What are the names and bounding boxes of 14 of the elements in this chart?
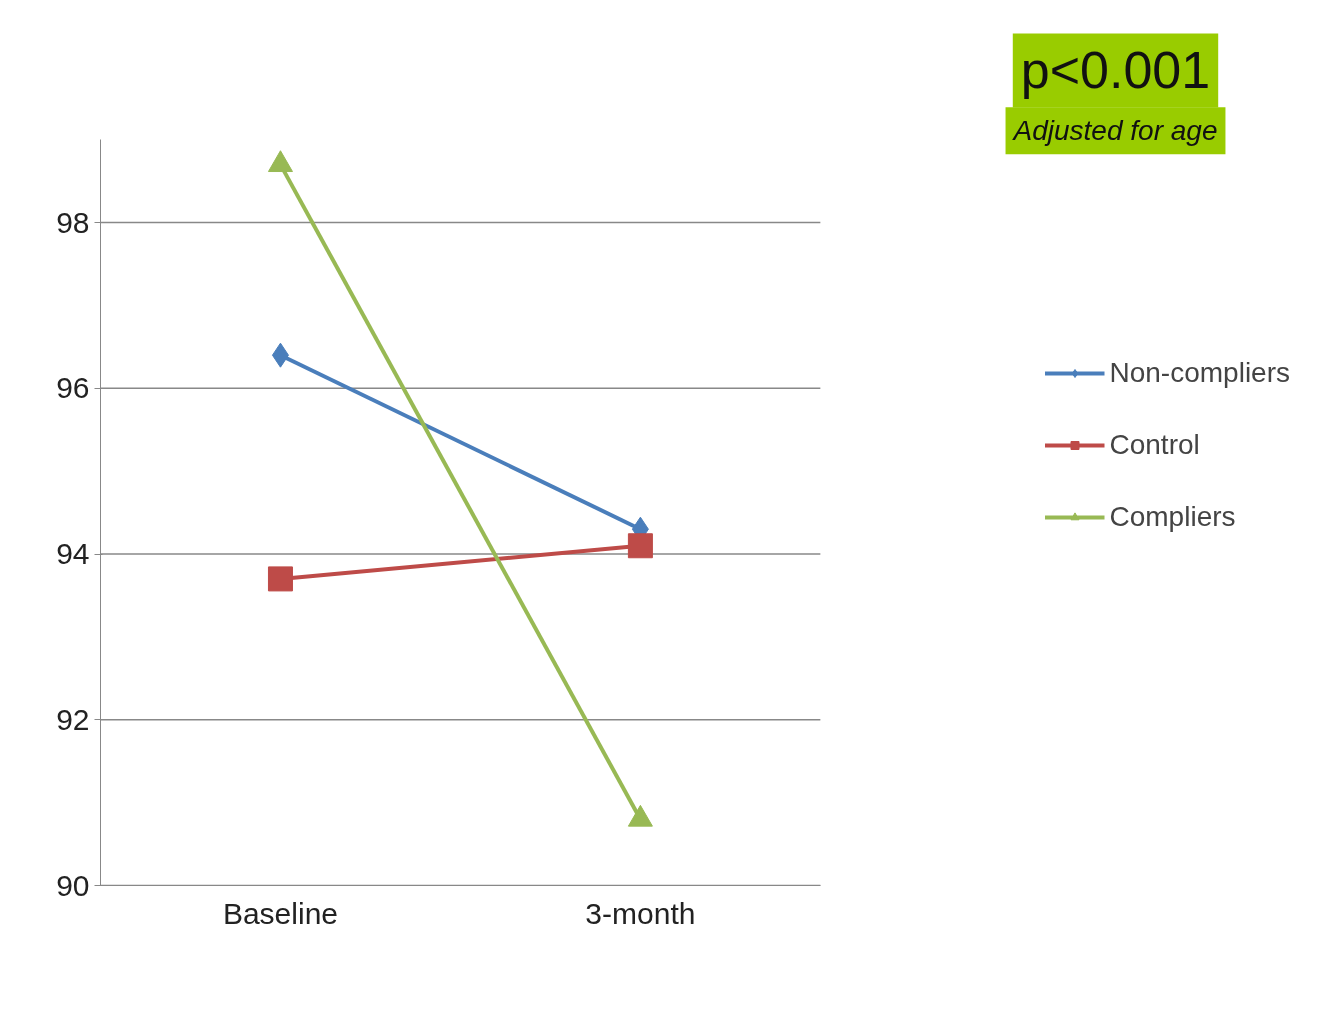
legend-label: Non-compliers [1109,357,1290,389]
legend-label: Compliers [1109,501,1236,533]
legend-label: Control [1109,429,1200,461]
text: Adjusted for age [1011,115,1218,147]
text: p<0.001 [1020,41,1211,100]
point [627,533,653,559]
x-tick-label: Baseline [222,896,338,930]
y-tick-label: 98 [56,205,90,239]
y-tick-label: 92 [56,702,90,736]
x-tick-label: 3-month [585,896,696,930]
point [267,566,293,592]
y-tick-label: 94 [56,537,90,571]
y-tick-label: 96 [56,371,90,405]
y-tick-label: 90 [56,868,90,902]
